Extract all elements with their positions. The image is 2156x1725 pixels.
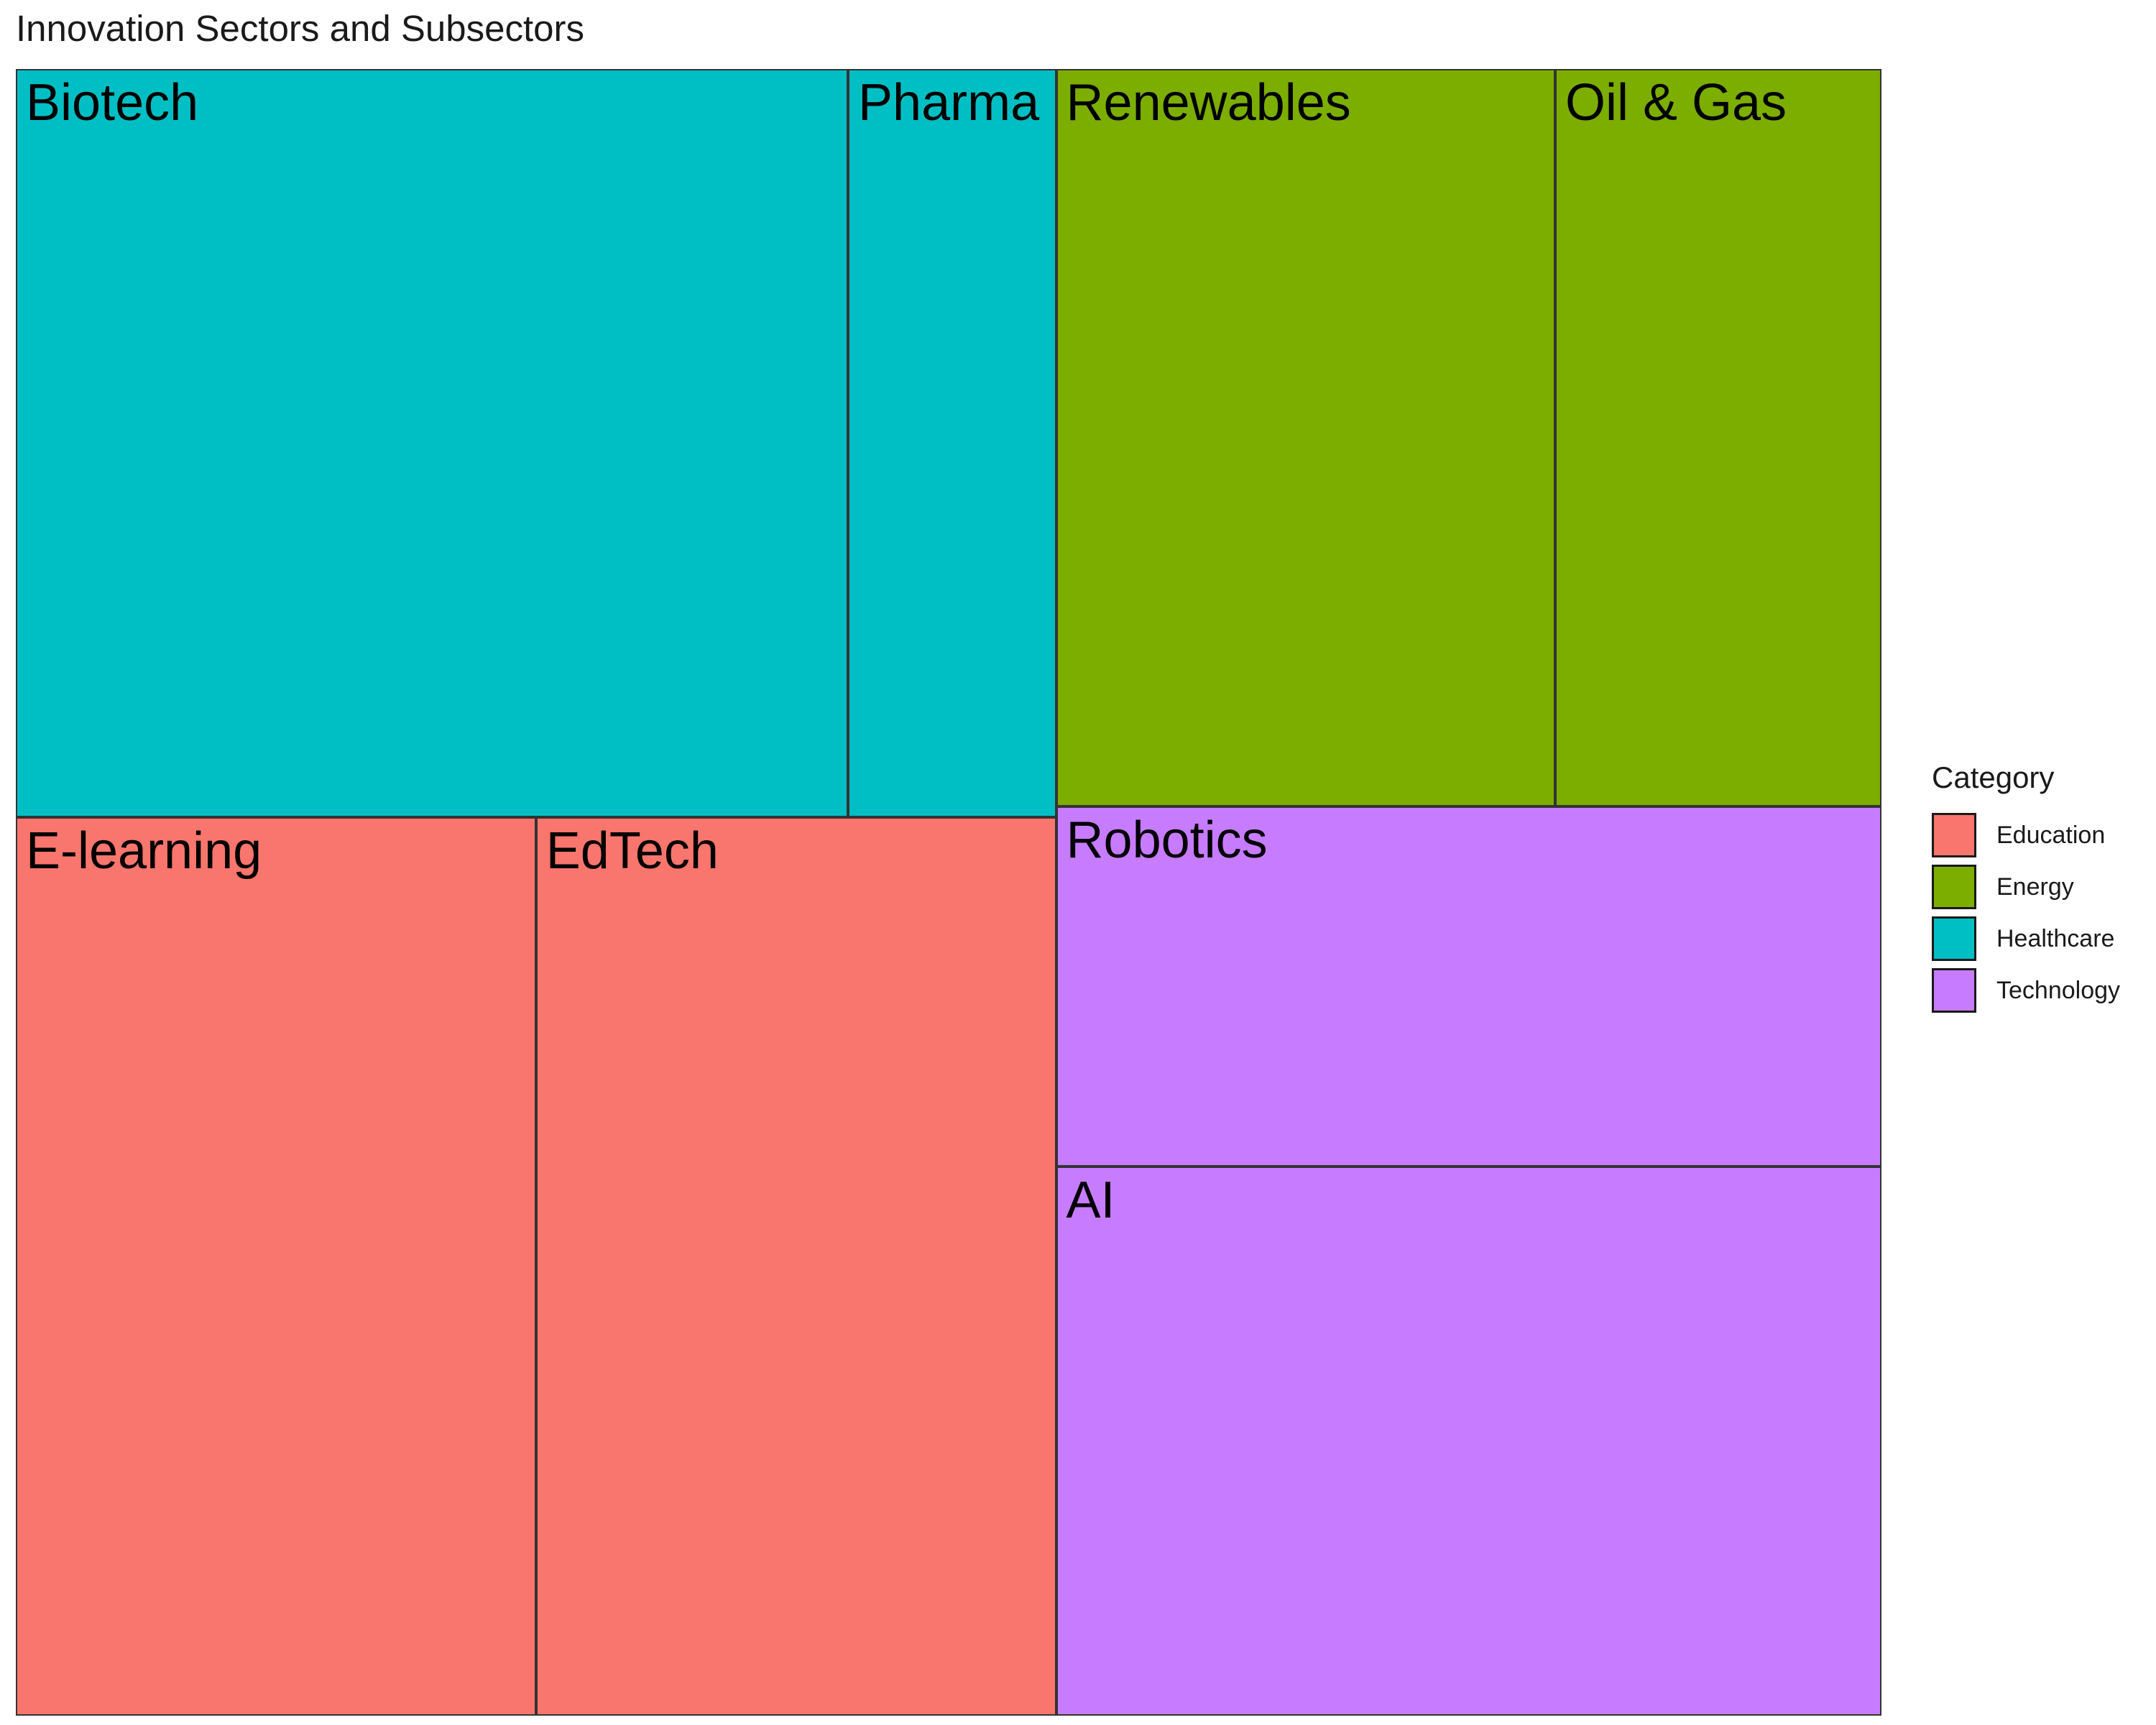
treemap-tile-label: Oil & Gas: [1565, 74, 1787, 132]
legend-swatch-technology: [1932, 968, 1976, 1013]
treemap-tile-label: EdTech: [545, 822, 719, 880]
legend-title: Category: [1932, 760, 2055, 794]
treemap-tile-label: Renewables: [1066, 74, 1351, 132]
chart-title: Innovation Sectors and Subsectors: [16, 8, 584, 49]
treemap-tile-oil-gas: Oil & Gas: [1554, 69, 1881, 807]
legend-swatch-healthcare: [1932, 916, 1976, 961]
treemap-tile-robotics: Robotics: [1056, 806, 1881, 1167]
treemap-tile-label: AI: [1066, 1172, 1115, 1230]
treemap-tile-renewables: Renewables: [1056, 69, 1555, 807]
legend-item-technology: Technology: [1932, 965, 2120, 1016]
treemap-tile-edtech: EdTech: [535, 817, 1056, 1716]
legend-label-healthcare: Healthcare: [1996, 924, 2115, 952]
legend-label-technology: Technology: [1996, 976, 2121, 1004]
treemap-tile-label: E-learning: [26, 822, 262, 880]
treemap-tile-label: Robotics: [1066, 811, 1268, 870]
treemap-tile-label: Pharma: [858, 74, 1040, 132]
legend-item-energy: Energy: [1932, 861, 2120, 913]
legend-item-education: Education: [1932, 809, 2120, 861]
treemap-tile-ai: AI: [1056, 1167, 1881, 1716]
legend-label-education: Education: [1996, 821, 2106, 849]
treemap-tile-biotech: Biotech: [16, 69, 849, 818]
legend-item-healthcare: Healthcare: [1932, 913, 2120, 965]
treemap-plot-area: Biotech Pharma E-learning EdTech Renewables O…: [16, 69, 1881, 1716]
treemap-tile-e-learning: E-learning: [16, 817, 536, 1716]
treemap-tile-pharma: Pharma: [848, 69, 1056, 818]
legend-swatch-energy: [1932, 865, 1976, 909]
treemap-tile-label: Biotech: [26, 74, 199, 132]
legend-label-energy: Energy: [1996, 873, 2074, 901]
legend: Category Education Energy Healthcare Tec…: [1932, 760, 2120, 1016]
legend-swatch-education: [1932, 813, 1976, 857]
